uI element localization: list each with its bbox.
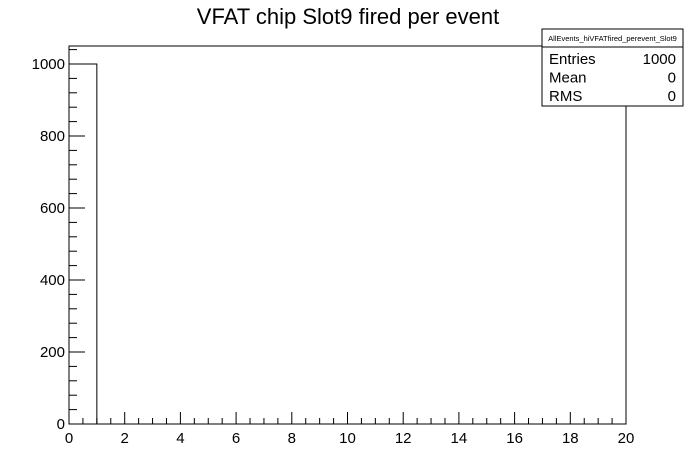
stats-box-name: AllEvents_hiVFATfired_perevent_Slot9 [548,34,677,43]
x-axis-ticks: 0 2 4 6 8 10 12 14 16 18 20 [65,412,635,447]
x-tick-label: 16 [506,430,523,447]
x-tick-label: 0 [65,430,73,447]
stats-row-label: RMS [549,88,582,105]
x-tick-label: 2 [121,430,129,447]
y-tick-label: 200 [40,344,65,361]
x-tick-label: 18 [562,430,579,447]
y-tick-label: 1000 [32,56,65,73]
stats-row-label: Entries [549,51,596,68]
x-tick-label: 10 [339,430,356,447]
histogram-bin-outline [68,63,98,424]
y-tick-label: 600 [40,200,65,217]
y-tick-label: 0 [57,416,65,433]
x-tick-label: 14 [451,430,468,447]
stats-box: AllEvents_hiVFATfired_perevent_Slot9 Entr… [541,28,684,107]
stats-row-value: 0 [668,70,676,87]
chart-title: VFAT chip Slot9 fired per event [197,4,499,29]
stats-row-value: 0 [668,88,676,105]
histogram-series [68,63,98,424]
x-tick-label: 4 [176,430,184,447]
histogram-bin [68,63,98,424]
y-axis-ticks: 0 200 400 600 800 1000 [32,49,85,433]
y-tick-label: 800 [40,128,65,145]
x-tick-label: 12 [395,430,412,447]
stats-row-label: Mean [549,70,587,87]
x-tick-label: 8 [288,430,296,447]
y-tick-label: 400 [40,272,65,289]
stats-box-border [541,28,684,107]
x-tick-label: 20 [618,430,635,447]
x-tick-label: 6 [232,430,240,447]
stats-row-value: 1000 [643,51,676,68]
